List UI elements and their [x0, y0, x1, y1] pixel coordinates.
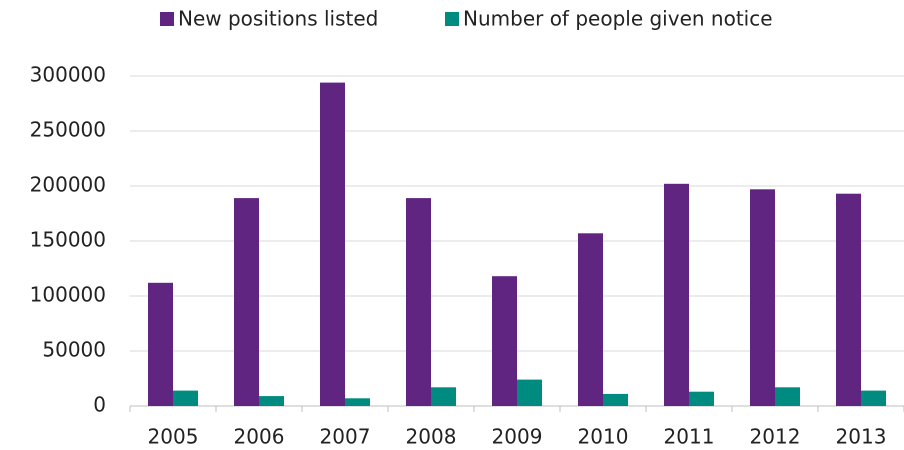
x-tick-label: 2006 [234, 425, 285, 449]
legend-label: Number of people given notice [463, 7, 773, 31]
x-tick-label: 2008 [406, 425, 457, 449]
y-tick-label: 150000 [30, 228, 106, 252]
bar [431, 387, 456, 406]
bar [173, 390, 198, 406]
x-tick-label: 2005 [148, 425, 199, 449]
x-tick-label: 2012 [750, 425, 801, 449]
bar [406, 198, 431, 406]
x-tick-label: 2011 [664, 425, 715, 449]
legend-swatch [445, 12, 459, 26]
x-tick-label: 2009 [492, 425, 543, 449]
bar [664, 183, 689, 406]
bar [320, 82, 345, 406]
y-tick-label: 200000 [30, 173, 106, 197]
x-tick-label: 2010 [578, 425, 629, 449]
bar [836, 193, 861, 406]
bar [345, 398, 370, 406]
bar [689, 391, 714, 406]
y-tick-label: 50000 [42, 338, 106, 362]
bar [492, 276, 517, 406]
bar [148, 282, 173, 406]
y-tick-label: 300000 [30, 63, 106, 87]
y-tick-label: 100000 [30, 283, 106, 307]
bar [234, 198, 259, 406]
y-tick-label: 250000 [30, 118, 106, 142]
bar [578, 233, 603, 406]
bar [861, 390, 886, 406]
bar [775, 387, 800, 406]
legend-label: New positions listed [178, 7, 378, 31]
x-tick-label: 2013 [836, 425, 887, 449]
bar [750, 189, 775, 406]
bar [517, 379, 542, 406]
legend-swatch [160, 12, 174, 26]
bar [603, 393, 628, 406]
bar [259, 396, 284, 406]
x-tick-label: 2007 [320, 425, 371, 449]
y-tick-label: 0 [93, 393, 106, 417]
